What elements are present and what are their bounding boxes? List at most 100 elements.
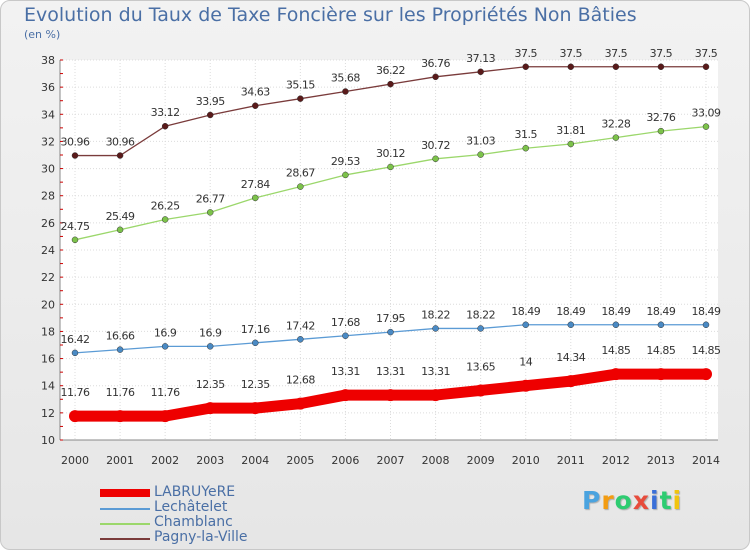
data-label: 18.22 [421,308,450,321]
data-point [204,402,217,415]
data-point [519,379,532,392]
data-label: 36.22 [376,64,405,77]
data-point [116,226,124,234]
data-label: 32.76 [646,111,675,124]
data-label: 11.76 [151,386,180,399]
y-tick-label: 14 [41,380,55,393]
data-label: 13.31 [331,365,360,378]
data-label: 33.09 [692,107,721,120]
data-point [522,144,529,152]
data-point [206,209,214,216]
data-label: 16.66 [106,330,135,343]
data-label: 14.85 [646,344,675,357]
data-label: 37.5 [514,47,537,60]
unit-label: (en %) [24,28,61,41]
y-tick-label: 18 [41,325,55,338]
data-point [654,368,667,381]
data-label: 35.15 [286,79,315,92]
data-label: 14.85 [692,344,721,357]
data-label: 17.16 [241,323,270,336]
data-label: 12.35 [241,378,270,391]
data-point [161,343,169,350]
data-label: 14 [519,356,532,369]
data-point [387,328,394,336]
data-label: 18.49 [601,305,630,318]
data-point [609,368,622,381]
data-label: 18.49 [511,305,540,318]
x-tick-label: 2013 [647,454,675,467]
data-label: 12.35 [196,378,225,391]
y-tick-label: 12 [41,407,55,420]
data-label: 18.49 [556,305,585,318]
data-point [342,332,349,340]
data-point [252,194,259,202]
data-label: 18.49 [692,305,721,318]
data-point [477,68,484,76]
data-point [294,397,307,410]
data-point [612,134,620,141]
data-point [474,384,487,397]
data-label: 30.72 [421,139,450,152]
data-point [71,349,79,357]
data-point [477,151,484,158]
data-label: 30.96 [61,136,90,149]
data-point [252,339,259,347]
x-tick-label: 2003 [196,454,224,467]
series-layer [69,63,712,423]
data-label-layer: 30.96 30.96 33.12 33.95 34.63 35.15 35.68 36.22… [61,47,722,399]
data-point [432,155,439,163]
legend-item: LABRUYeRE [100,484,360,501]
data-label: 17.42 [286,319,315,332]
data-point [114,410,127,423]
data-label: 36.76 [421,57,450,70]
data-point [161,216,169,223]
data-point [702,63,710,71]
y-tick-label: 34 [41,108,55,121]
data-point [567,63,575,71]
data-point [69,410,81,423]
data-point [206,111,214,119]
data-label: 37.5 [650,47,673,60]
logo-letter: P [582,486,602,515]
data-point [161,122,169,130]
logo-letter: r [601,486,615,515]
data-point [432,325,439,332]
y-tick-label: 10 [41,434,55,447]
data-point [567,140,575,148]
data-point [71,236,79,244]
data-point [564,375,577,388]
legend-swatch [100,523,150,525]
data-label: 16.9 [154,326,177,339]
data-point [71,152,79,159]
data-point [567,321,575,329]
data-point [702,321,710,329]
data-label: 31.03 [466,135,495,148]
data-point [339,389,352,402]
data-label: 24.75 [61,220,90,233]
data-point [206,343,214,350]
data-point [477,325,484,332]
data-label: 28.67 [286,167,315,180]
logo-letter: o [614,486,633,515]
proxiti-logo: Proxiti [582,486,682,515]
data-point [387,80,394,88]
legend-label: Chamblanc [154,514,233,530]
x-tick-label: 2010 [512,454,540,467]
data-label: 26.25 [151,199,180,212]
y-tick-label: 24 [41,244,55,257]
data-label: 37.5 [695,47,718,60]
legend-label: LABRUYeRE [154,484,236,500]
x-tick-label: 2004 [241,454,269,467]
y-tick-label: 30 [41,163,55,176]
legend-swatch [100,508,150,510]
data-label: 17.68 [331,316,360,329]
data-point [384,389,397,402]
legend-swatch [100,489,150,497]
data-label: 32.28 [601,118,630,131]
data-label: 13.65 [466,360,495,373]
data-label: 29.53 [331,155,360,168]
data-label: 33.95 [196,95,225,108]
data-point [657,321,665,329]
logo-letter: i [650,486,660,515]
